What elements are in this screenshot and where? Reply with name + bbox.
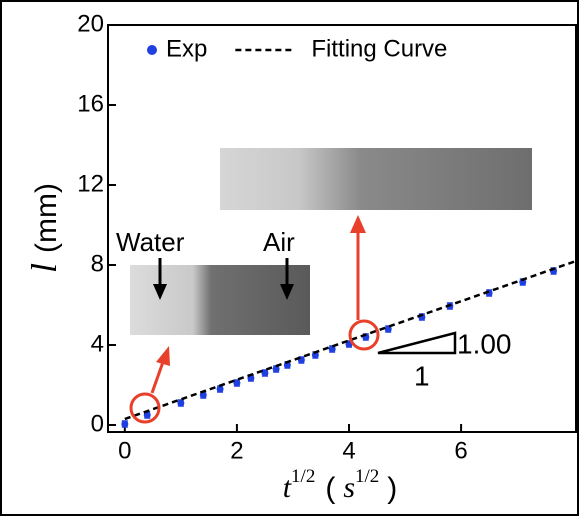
- data-point: [216, 385, 224, 393]
- data-point: [121, 420, 129, 428]
- y-tick-label: 16: [77, 90, 104, 117]
- arrow-head: [156, 346, 170, 366]
- x-tick-label: 6: [454, 437, 467, 464]
- x-label-part: (: [325, 472, 335, 505]
- annotation: 1.00: [457, 328, 512, 359]
- y-tick-label: 8: [91, 250, 104, 277]
- data-point: [272, 365, 280, 373]
- arrow-head: [280, 284, 294, 300]
- x-tick-label: 2: [230, 437, 243, 464]
- x-label-part: 1/2: [291, 466, 315, 487]
- arrow-head: [153, 284, 167, 300]
- y-tick-label: 20: [77, 10, 104, 37]
- arrow-head: [350, 215, 366, 233]
- data-point: [233, 379, 241, 387]
- data-point: [177, 399, 185, 407]
- inset-image: [130, 265, 310, 335]
- highlight-circle: [129, 392, 161, 424]
- annotation: Air: [263, 227, 295, 257]
- inset-image: [220, 148, 532, 210]
- x-label-part: ): [387, 472, 397, 505]
- legend-label: Fitting Curve: [311, 35, 447, 62]
- arrow: [150, 361, 165, 394]
- y-tick-label: 0: [91, 410, 104, 437]
- highlight-circle: [348, 319, 380, 351]
- x-label-part: t: [283, 471, 292, 504]
- y-label-part: (mm): [30, 183, 63, 253]
- y-tick-label: 12: [77, 170, 104, 197]
- x-label-part: 1/2: [355, 466, 379, 487]
- y-tick-label: 4: [91, 330, 104, 357]
- slope-triangle: [377, 331, 457, 355]
- data-point: [311, 351, 319, 359]
- x-axis-label: t1/2(s1/2): [283, 466, 398, 505]
- y-axis-label: l (mm): [24, 183, 64, 273]
- x-tick-label: 4: [342, 437, 355, 464]
- annotation: Water: [116, 227, 185, 257]
- data-point: [261, 369, 269, 377]
- legend-label: Exp: [166, 35, 207, 62]
- x-label-part: s: [343, 471, 355, 504]
- annotation: 1: [414, 360, 430, 391]
- plot-frame: [107, 24, 577, 433]
- y-label-part: l: [24, 263, 64, 273]
- data-point: [328, 345, 336, 353]
- data-point: [143, 411, 151, 419]
- x-tick-label: 0: [118, 437, 131, 464]
- legend-swatch: [147, 45, 157, 55]
